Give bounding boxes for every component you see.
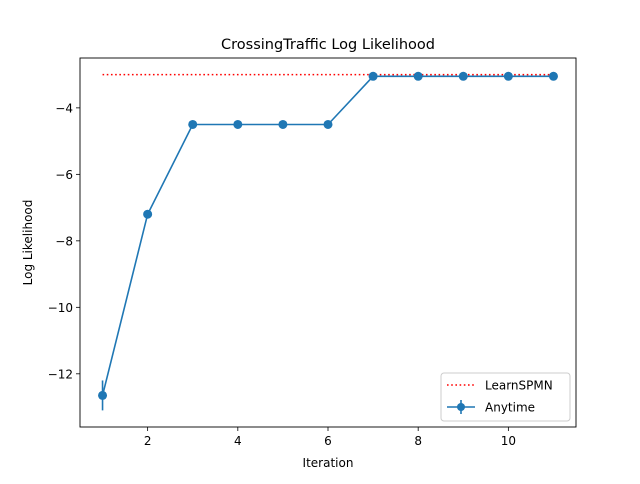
anytime-point	[458, 71, 468, 81]
x-ticks: 2 4 6 8 10	[144, 427, 516, 448]
y-tick-label: −6	[55, 168, 73, 182]
x-axis-label: Iteration	[303, 456, 354, 470]
y-tick-label: −12	[48, 367, 73, 381]
anytime-point	[98, 390, 108, 400]
anytime-point	[323, 119, 333, 129]
anytime-point	[548, 71, 558, 81]
anytime-point	[188, 119, 198, 129]
anytime-point	[413, 71, 423, 81]
chart-title: CrossingTraffic Log Likelihood	[221, 37, 435, 53]
legend-label: Anytime	[485, 401, 535, 415]
y-tick-label: −10	[48, 301, 73, 315]
x-tick-label: 4	[234, 434, 242, 448]
anytime-point	[233, 119, 243, 129]
x-tick-label: 2	[144, 434, 152, 448]
anytime-point	[143, 209, 153, 219]
legend-label: LearnSPMN	[485, 379, 553, 393]
anytime-point	[278, 119, 288, 129]
legend: LearnSPMN Anytime	[440, 372, 571, 422]
x-tick-label: 6	[324, 434, 332, 448]
anytime-point	[368, 71, 378, 81]
y-tick-label: −8	[55, 234, 73, 248]
anytime-point	[503, 71, 513, 81]
x-tick-label: 8	[414, 434, 422, 448]
y-axis-label: Log Likelihood	[21, 200, 35, 286]
y-ticks: −12 −10 −8 −6 −4	[48, 101, 80, 381]
y-tick-label: −4	[55, 101, 73, 115]
x-tick-label: 10	[501, 434, 516, 448]
plot-area	[98, 71, 558, 411]
legend-swatch-anytime-marker	[457, 403, 465, 411]
